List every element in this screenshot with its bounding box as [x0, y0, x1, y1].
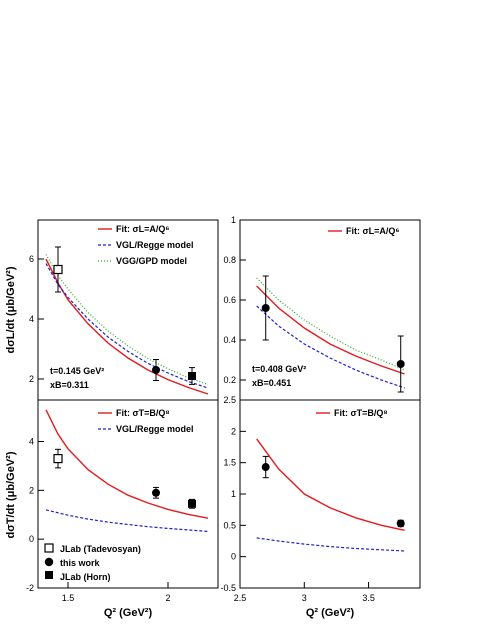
legend-label: Fit: σT=B/Q⁸: [116, 408, 170, 418]
frame-bottom-left: [37, 399, 219, 589]
x-tick-label: 3: [302, 593, 307, 603]
y-tick-label: 1.5: [223, 458, 236, 468]
annotation-t-top-left: t=0.145 GeV²: [50, 366, 104, 376]
y-tick-label: 0.2: [223, 375, 236, 385]
frame-bottom-right: [239, 399, 421, 589]
series-line-dashed: [45, 509, 209, 532]
data-point-square: [188, 372, 196, 380]
y-tick-label: 2.5: [223, 395, 236, 405]
y-tick-label: 2: [231, 426, 236, 436]
data-point-open-square: [53, 453, 63, 464]
panel-top-right: 0.2 0.4 0.6 0.8 1: [223, 215, 421, 401]
data-point-circle: [152, 488, 160, 497]
series-line-dashed: [256, 537, 405, 552]
y-tick-label: 2: [29, 374, 34, 384]
legend-top-left: Fit: σL=A/Q⁶ VGL/Regge model VGG/GPD mod…: [98, 224, 194, 266]
legend-label: Fit: σT=B/Q⁸: [334, 408, 388, 418]
y-tick-label: 2: [29, 485, 34, 495]
data-point-circle: [152, 366, 160, 374]
y-axis-title-bottom: dσT/dt (μb/GeV²): [5, 451, 17, 538]
x-tick-label: 3.5: [362, 593, 375, 603]
series-line-solid: [256, 438, 405, 531]
legend-bottom-right: Fit: σT=B/Q⁸: [316, 408, 388, 418]
marker-open-square: [44, 543, 54, 553]
data-point-open-square: [53, 264, 63, 275]
y-tick-label: 4: [29, 314, 34, 324]
x-tick-label: 2.5: [234, 593, 247, 603]
plot-bottom-left: -2 0 2 4 1.5 2: [26, 409, 209, 603]
legend-label: JLab (Horn): [60, 572, 111, 582]
legend-top-right: Fit: σL=A/Q⁶: [328, 226, 400, 236]
x-axis-title-left: Q² (GeV²): [104, 607, 153, 619]
y-tick-label: 0.6: [223, 295, 236, 305]
annotation-xb-top-left: xB=0.311: [50, 380, 89, 390]
y-tick-label: -0.5: [220, 583, 236, 593]
legend-label: VGL/Regge model: [116, 240, 194, 250]
y-tick-label: 1: [231, 215, 236, 225]
y-tick-label: 1: [231, 489, 236, 499]
x-tick-label: 2: [165, 593, 170, 603]
data-point-circle: [261, 304, 270, 312]
y-tick-label: -2: [26, 583, 34, 593]
annotation-t-top-right: t=0.408 GeV²: [252, 364, 306, 374]
y-tick-label: 0.4: [223, 335, 236, 345]
series-line-dashed: [45, 263, 209, 389]
data-point-square: [188, 499, 196, 508]
y-tick-label: 0.5: [223, 520, 236, 530]
legend-label: Fit: σL=A/Q⁶: [116, 224, 170, 234]
y-tick-label: 6: [29, 254, 34, 264]
y-tick-label: 0: [231, 552, 236, 562]
series-line-dashed: [256, 305, 405, 389]
x-axis-title-right: Q² (GeV²): [306, 607, 355, 619]
marker-circle: [44, 557, 54, 567]
plot-top-right: 0.2 0.4 0.6 0.8 1: [223, 215, 405, 393]
y-tick-label: 4: [29, 437, 34, 447]
plot-top-left: 2 4 6: [29, 246, 209, 395]
plot-bottom-right: -0.5 0 0.5 1 1.5 2 2.5 2.5 3 3.5: [220, 395, 405, 603]
y-axis-title-top: dσL/dt (μb/GeV²): [5, 266, 17, 353]
data-point-circle: [396, 360, 405, 368]
y-tick-label: 0: [29, 534, 34, 544]
data-point-circle: [261, 463, 270, 472]
legend-label: VGL/Regge model: [116, 424, 194, 434]
legend-label: VGG/GPD model: [116, 256, 187, 266]
legend-label: JLab (Tadevosyan): [60, 544, 141, 554]
legend-bottom-left: Fit: σT=B/Q⁸ VGL/Regge model: [98, 408, 194, 434]
y-tick-label: 0.8: [223, 255, 236, 265]
legend-label: this work: [60, 558, 101, 568]
legend-markers: JLab (Tadevosyan) this work JLab (Horn): [44, 543, 141, 582]
series-line-solid: [256, 285, 405, 375]
marker-square: [45, 571, 53, 579]
series-line-dotted: [256, 277, 405, 371]
series-line-solid: [45, 409, 209, 519]
data-point-circle: [396, 519, 405, 528]
legend-label: Fit: σL=A/Q⁶: [346, 226, 400, 236]
panel-bottom-right: -0.5 0 0.5 1 1.5 2 2.5 2.5 3 3.5: [220, 395, 421, 603]
annotation-xb-top-right: xB=0.451: [252, 378, 291, 388]
panel-bottom-left: -2 0 2 4 1.5 2: [26, 399, 219, 603]
series-line-dotted: [45, 254, 209, 385]
x-tick-label: 1.5: [62, 593, 75, 603]
